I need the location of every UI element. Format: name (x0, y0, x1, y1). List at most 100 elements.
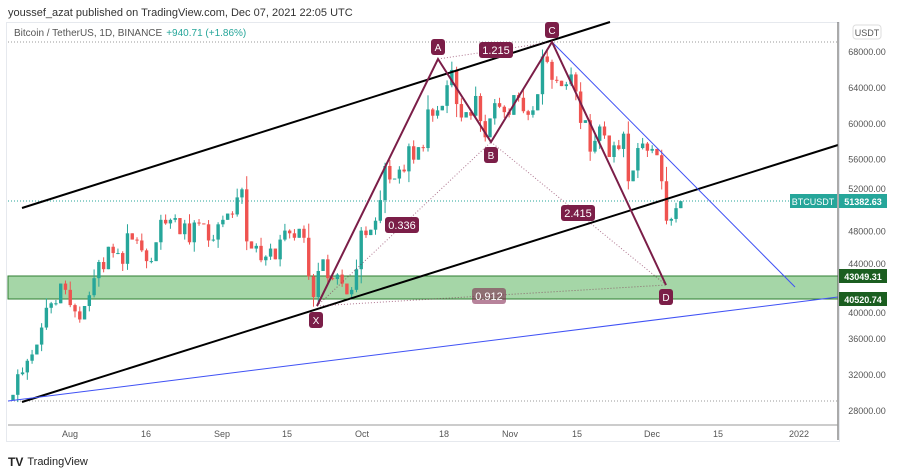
candle (626, 121, 631, 190)
currency-label: USDT (855, 28, 880, 38)
svg-text:A: A (435, 43, 442, 54)
svg-text:D: D (662, 293, 669, 304)
candle (240, 187, 244, 204)
candle (497, 97, 502, 109)
chart-frame[interactable] (6, 22, 840, 442)
candle (268, 243, 273, 260)
svg-text:B: B (488, 151, 495, 162)
candle (154, 242, 158, 262)
last-price-symbol-tag (790, 194, 837, 208)
time-tick: Aug (62, 429, 78, 439)
candle (125, 224, 130, 270)
candle (340, 269, 344, 287)
candle (35, 344, 39, 355)
time-tick: 16 (141, 429, 151, 439)
price-tick: 52000.00 (848, 184, 886, 194)
candle (111, 243, 115, 258)
candle (92, 269, 96, 298)
time-axis[interactable]: Aug 16 Sep 15 Oct 18 Nov 15 Dec 15 2022 (62, 429, 809, 439)
time-tick: 15 (713, 429, 723, 439)
candle (636, 142, 640, 179)
candle (316, 262, 320, 303)
pattern-ratio: 0.336 (385, 217, 419, 233)
descending-trendline[interactable] (551, 41, 796, 288)
pattern-point-c: C (545, 22, 559, 38)
candle (183, 219, 187, 240)
pattern-ratio: 0.912 (472, 288, 506, 304)
candle (397, 166, 402, 184)
candle (650, 145, 654, 154)
symbol-title: Bitcoin / TetherUS, 1D, BINANCE (14, 28, 163, 39)
tradingview-logo[interactable]: TV TradingView (8, 455, 88, 469)
candle (407, 143, 411, 183)
candle (287, 229, 292, 239)
candle (49, 301, 53, 314)
candle (388, 160, 392, 184)
candle (249, 241, 254, 249)
candle (416, 147, 421, 160)
lower-channel-line[interactable] (21, 144, 839, 403)
candle (578, 82, 583, 130)
candle (545, 50, 549, 64)
candle (617, 139, 621, 151)
svg-text:1.215: 1.215 (482, 45, 510, 57)
candle (473, 86, 478, 119)
time-tick: 15 (572, 429, 582, 439)
pattern-point-x: X (309, 312, 323, 328)
candle (583, 120, 588, 123)
candle (264, 255, 268, 266)
candle (78, 306, 82, 323)
candle (593, 133, 597, 154)
svg-text:0.912: 0.912 (475, 291, 503, 303)
candle (445, 80, 449, 114)
candle (531, 106, 535, 118)
candle (311, 273, 316, 307)
candle (211, 234, 216, 242)
time-tick: Oct (355, 429, 370, 439)
candle (607, 135, 611, 158)
candle (273, 248, 278, 260)
candle (645, 141, 650, 158)
candle (149, 257, 154, 264)
pattern-point-a: A (431, 39, 445, 55)
candle (521, 89, 526, 114)
candle (221, 215, 225, 228)
candle (206, 220, 211, 247)
candle (383, 162, 387, 214)
candle (402, 164, 406, 173)
publisher-line: youssef_azat published on TradingView.co… (8, 7, 353, 19)
candle (159, 214, 163, 250)
candle (426, 95, 430, 152)
candle (602, 121, 607, 139)
horizontal-guides (8, 41, 838, 402)
candle (574, 72, 578, 101)
price-axis[interactable]: 68000.00 64000.00 60000.00 56000.00 52000.00… (848, 47, 886, 416)
ascending-trendline[interactable] (7, 296, 839, 402)
candle (140, 233, 144, 253)
candle (440, 105, 444, 111)
upper-channel-line[interactable] (21, 21, 611, 209)
candle (431, 107, 435, 122)
candle (660, 149, 664, 190)
candle (493, 99, 497, 125)
candle (187, 214, 192, 245)
candle (73, 303, 77, 318)
support-zone[interactable] (7, 275, 839, 300)
candle (130, 233, 134, 240)
candle (54, 299, 58, 306)
candle (555, 76, 559, 84)
candle (144, 248, 149, 269)
candle (16, 369, 20, 403)
candle (297, 228, 301, 238)
time-tick: Nov (502, 429, 519, 439)
candle (664, 166, 669, 225)
candle (101, 257, 106, 273)
candle (655, 148, 659, 156)
price-tick: 40000.00 (848, 308, 886, 318)
candle (116, 248, 120, 255)
price-tick: 68000.00 (848, 47, 886, 57)
price-tick: 56000.00 (848, 155, 886, 165)
candle (321, 259, 325, 271)
harmonic-pattern[interactable] (316, 39, 667, 307)
